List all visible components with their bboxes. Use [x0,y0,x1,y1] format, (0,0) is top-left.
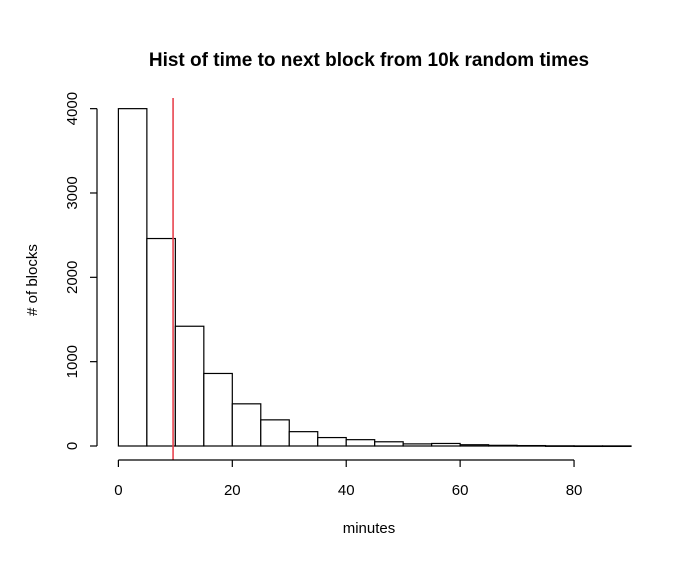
histogram-bar [431,442,461,447]
y-tick-label: 0 [64,442,81,450]
x-axis-label: minutes [343,520,396,537]
y-tick-label: 2000 [64,261,81,294]
x-tick-label: 40 [338,482,355,499]
histogram-bar [117,108,148,447]
histogram-bar [317,436,347,447]
histogram-bar [231,403,262,447]
x-tick-label: 20 [224,482,241,499]
histogram-bar [203,372,233,447]
histogram-bar [174,325,205,447]
y-tick-label: 1000 [64,345,81,378]
y-tick-label: 4000 [64,92,81,125]
histogram-bar [459,444,490,447]
histogram-bar [260,419,290,447]
y-axis-label: # of blocks [24,244,41,316]
histogram-bar [345,439,376,447]
histogram-bar [374,441,404,447]
histogram-bar [544,445,575,447]
histogram-bar [516,444,547,447]
x-axis: 0 20 40 60 80 [114,459,583,499]
histogram-bar [573,445,604,448]
histogram-bar [601,445,632,448]
histogram-bar [288,431,319,447]
y-tick-label: 3000 [64,176,81,209]
histogram-bar [488,444,518,447]
x-tick-label: 60 [452,482,469,499]
x-tick-label: 0 [114,482,122,499]
bars-group [117,108,632,448]
x-tick-label: 80 [566,482,583,499]
histogram-bar [146,237,176,447]
y-axis: 0 1000 2000 3000 4000 [64,92,98,450]
chart-title: Hist of time to next block from 10k rand… [149,50,589,71]
histogram-bar [402,443,433,447]
